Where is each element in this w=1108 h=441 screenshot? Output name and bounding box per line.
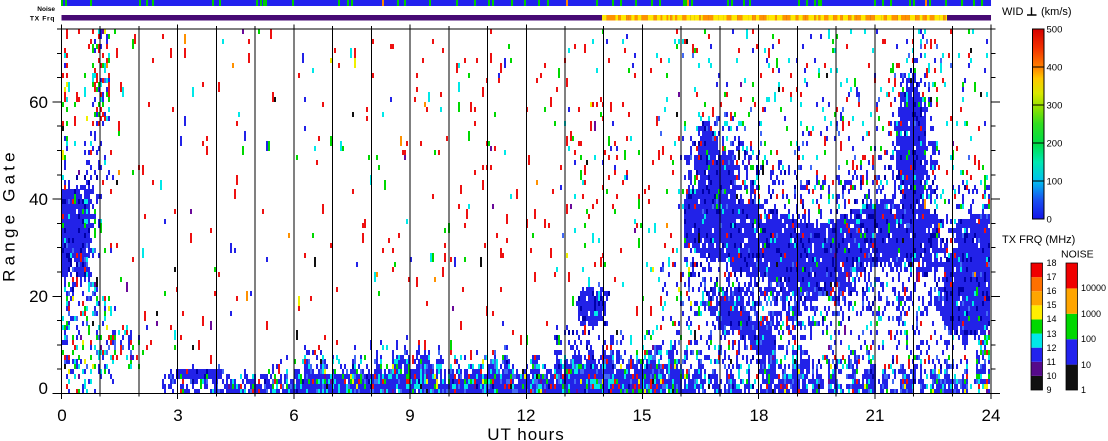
svg-text:200: 200 [1047,139,1063,150]
svg-text:0: 0 [39,379,48,398]
svg-text:1000: 1000 [1081,309,1101,319]
svg-text:10: 10 [1047,371,1057,381]
svg-text:0: 0 [57,406,66,425]
svg-text:1: 1 [1081,385,1086,395]
svg-text:100: 100 [1081,334,1096,344]
svg-text:16: 16 [1047,286,1057,296]
svg-text:TX FRQ (MHz): TX FRQ (MHz) [1002,234,1075,246]
svg-text:12: 12 [1047,343,1057,353]
svg-text:40: 40 [29,190,48,209]
svg-text:18: 18 [1047,258,1057,268]
svg-text:15: 15 [1047,300,1057,310]
svg-text:21: 21 [866,406,885,425]
svg-text:20: 20 [29,287,48,306]
svg-text:11: 11 [1047,357,1056,367]
svg-text:17: 17 [1047,272,1057,282]
svg-text:500: 500 [1047,25,1063,36]
svg-text:NOISE: NOISE [1061,249,1094,261]
svg-text:9: 9 [405,406,414,425]
svg-text:24: 24 [982,406,1001,425]
svg-text:WID: WID [1002,6,1023,18]
svg-text:UT hours: UT hours [487,425,565,441]
svg-text:100: 100 [1047,177,1063,188]
svg-text:60: 60 [29,93,48,112]
svg-text:15: 15 [633,406,652,425]
svg-text:0: 0 [1047,215,1052,226]
svg-text:14: 14 [1047,314,1057,324]
svg-text:10: 10 [1081,360,1091,370]
svg-text:13: 13 [1047,329,1057,339]
svg-text:Noise: Noise [37,6,55,13]
svg-text:9: 9 [1047,385,1052,395]
svg-text:400: 400 [1047,63,1063,74]
svg-text:18: 18 [750,406,769,425]
svg-text:10000: 10000 [1081,283,1106,293]
svg-text:TX Frq: TX Frq [30,16,55,23]
svg-text:6: 6 [289,406,298,425]
svg-text:12: 12 [517,406,536,425]
svg-text:300: 300 [1047,101,1063,112]
svg-text:3: 3 [173,406,182,425]
svg-text:Range Gate: Range Gate [0,148,19,282]
svg-text:(km/s): (km/s) [1041,6,1072,18]
